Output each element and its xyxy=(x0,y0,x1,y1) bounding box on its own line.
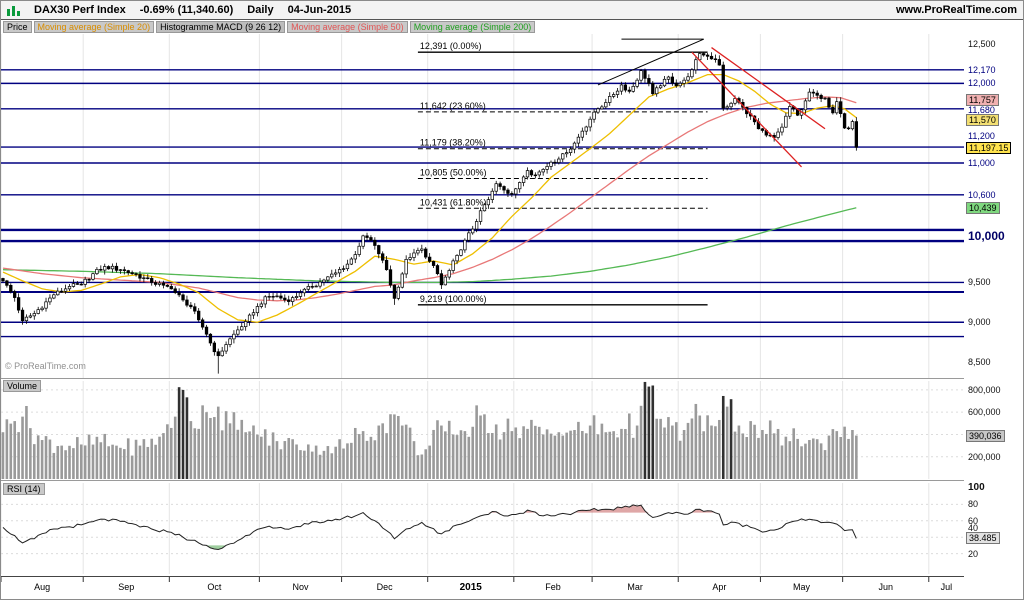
legend-ma200[interactable]: Moving average (Simple 200) xyxy=(409,21,536,33)
instrument-icon xyxy=(7,5,20,16)
watermark: © ProRealTime.com xyxy=(5,361,86,371)
price-axis-column[interactable]: 12,500 9,500 9,000 8,500 12,170 12,000 11,680 1… xyxy=(964,1,1023,599)
x-axis[interactable]: Aug Sep Oct Nov Dec 2015 Feb Mar Apr May Jun Jul xyxy=(1,577,952,593)
indicator-legend: Price Moving average (Simple 20) Histogr… xyxy=(1,20,962,34)
timeframe-label[interactable]: Daily xyxy=(247,4,274,16)
legend-price[interactable]: Price xyxy=(3,21,32,33)
price-axis-tick: 12,500 xyxy=(968,38,996,49)
svg-text:11,642 (23.60%): 11,642 (23.60%) xyxy=(420,101,486,111)
price-axis-tick: 8,500 xyxy=(968,357,991,368)
legend-ma20[interactable]: Moving average (Simple 20) xyxy=(33,21,155,33)
svg-text:Mar: Mar xyxy=(627,582,643,592)
price-axis-tick: 9,500 xyxy=(968,277,991,288)
price-level-label: 12,170 xyxy=(968,64,996,75)
svg-text:10,431 (61.80%): 10,431 (61.80%) xyxy=(420,197,487,207)
price-axis-chip: 10,439 xyxy=(966,201,1000,214)
svg-text:12,391 (0.00%): 12,391 (0.00%) xyxy=(420,41,482,51)
svg-text:2015: 2015 xyxy=(460,582,483,593)
svg-text:10,805 (50.00%): 10,805 (50.00%) xyxy=(420,168,487,178)
rsi-axis-tick: 20 xyxy=(968,548,979,559)
chart-header: DAX30 Perf Index -0.69% (11,340.60) Dail… xyxy=(1,1,1023,20)
svg-text:11,179 (38.20%): 11,179 (38.20%) xyxy=(420,138,486,148)
svg-text:Oct: Oct xyxy=(207,582,222,592)
volume-histogram xyxy=(1,381,858,479)
svg-text:Dec: Dec xyxy=(377,582,394,592)
svg-text:9,219 (100.00%): 9,219 (100.00%) xyxy=(420,294,487,304)
svg-text:Jun: Jun xyxy=(878,582,893,592)
svg-text:May: May xyxy=(793,582,811,592)
price-axis-chip: 11,757 xyxy=(966,93,999,106)
ma50-line xyxy=(2,96,857,302)
grid-lines xyxy=(1,34,964,574)
price-level-label: 12,000 xyxy=(968,78,996,89)
rsi-axis-tick: 80 xyxy=(968,499,979,510)
legend-ma50[interactable]: Moving average (Simple 50) xyxy=(287,21,408,33)
rsi-axis-tick: 40 xyxy=(968,523,979,534)
trendlines xyxy=(597,38,826,168)
date-label: 04-Jun-2015 xyxy=(287,4,352,16)
price-axis-chip: 11,570 xyxy=(966,113,999,126)
horizontal-levels xyxy=(1,69,964,338)
volume-axis-tick: 800,000 xyxy=(968,384,1001,395)
volume-axis-tick: 200,000 xyxy=(968,451,1001,462)
instrument-name: DAX30 Perf Index xyxy=(34,4,126,16)
site-url: www.ProRealTime.com xyxy=(895,4,1017,16)
volume-axis-chip: 390,036 xyxy=(966,429,1005,442)
svg-text:Aug: Aug xyxy=(34,582,50,592)
svg-text:Nov: Nov xyxy=(292,582,309,592)
volume-axis-tick: 600,000 xyxy=(968,407,1001,418)
price-level-label: 11,200 xyxy=(968,131,995,142)
price-axis-tick: 9,000 xyxy=(968,317,991,328)
rsi-pane-label[interactable]: RSI (14) xyxy=(3,483,45,495)
price-change: -0.69% (11,340.60) xyxy=(139,4,234,16)
rsi-plot xyxy=(2,504,857,551)
pane-separators xyxy=(1,20,1023,577)
volume-pane-label[interactable]: Volume xyxy=(3,380,42,392)
svg-text:Feb: Feb xyxy=(545,582,561,592)
price-axis-chip: 11,197.15 xyxy=(966,142,1012,155)
svg-text:Apr: Apr xyxy=(712,582,726,592)
rsi-axis-chip: 38.485 xyxy=(966,532,1000,545)
price-level-label: 11,000 xyxy=(968,158,995,168)
legend-macd[interactable]: Histogramme MACD (9 26 12) xyxy=(156,21,286,33)
candlestick-series xyxy=(1,52,858,374)
rsi-axis-tick: 100 xyxy=(968,482,985,493)
svg-text:Jul: Jul xyxy=(941,582,953,592)
price-level-label-major: 10,000 xyxy=(968,228,1005,243)
ma200-line xyxy=(2,207,857,284)
svg-text:Sep: Sep xyxy=(118,582,134,592)
fibonacci-retracement: 12,391 (0.00%) 11,642 (23.60%) 11,179 (38.… xyxy=(417,41,708,306)
price-level-label: 10,600 xyxy=(968,189,996,200)
price-level-label: 11,680 xyxy=(968,104,995,115)
rsi-axis-tick: 60 xyxy=(968,515,979,526)
